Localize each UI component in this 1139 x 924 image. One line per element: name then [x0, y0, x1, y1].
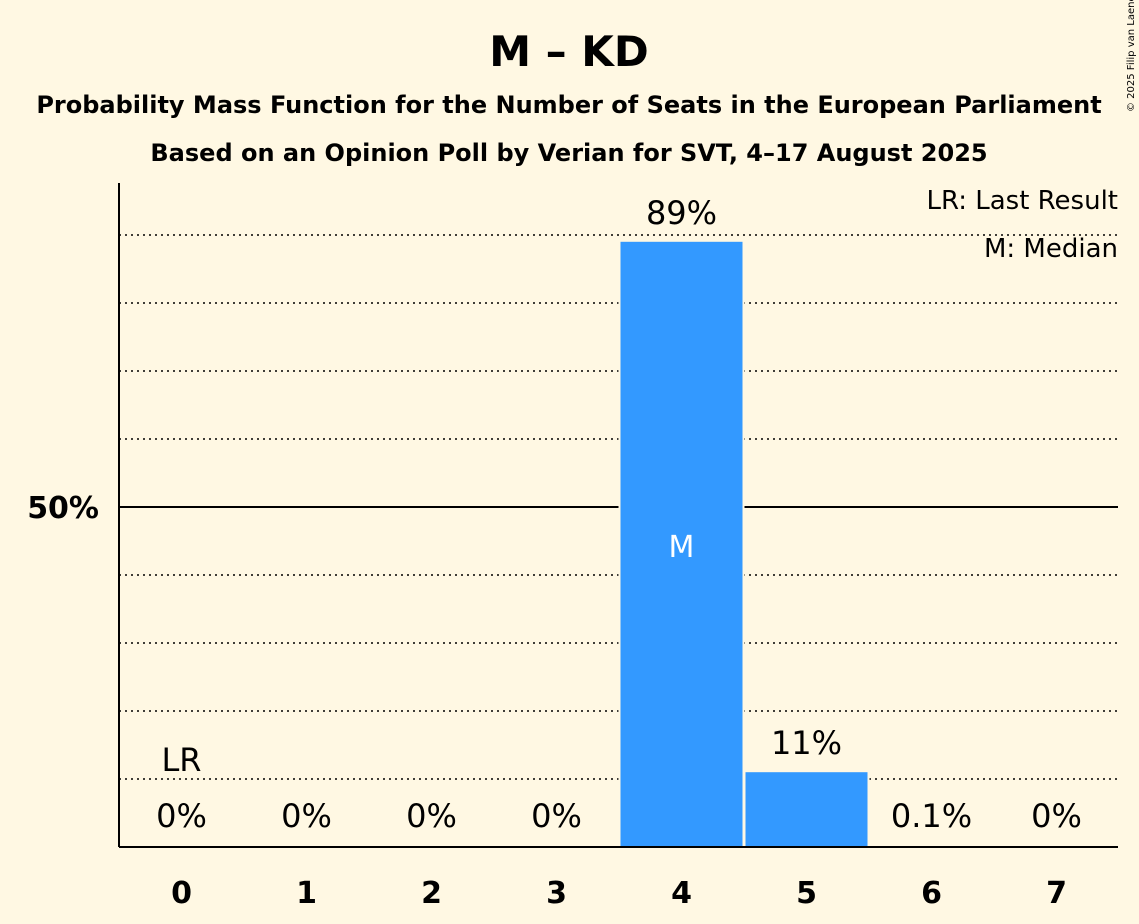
chart-title: M – KD [489, 27, 648, 76]
x-tick-label: 3 [546, 876, 567, 911]
last-result-marker: LR [161, 741, 201, 779]
chart-subtitle-line2: Based on an Opinion Poll by Verian for S… [150, 139, 987, 167]
x-tick-label: 2 [421, 876, 442, 911]
labels: 50% 0 0% LR 1 0% 2 0% 3 0% 4 89% M 5 11% 6 0.1% 7 0% [27, 194, 1082, 911]
data-label: 89% [646, 194, 717, 232]
chart-subtitle-line1: Probability Mass Function for the Number… [36, 91, 1101, 119]
x-tick-label: 5 [796, 876, 817, 911]
bars [118, 183, 1118, 848]
data-label: 0% [1031, 797, 1082, 835]
x-tick-label: 6 [921, 876, 942, 911]
bar-4 [620, 241, 743, 848]
y-tick-label: 50% [27, 491, 99, 526]
legend-last-result: LR: Last Result [926, 186, 1118, 216]
x-tick-label: 1 [296, 876, 317, 911]
data-label: 0% [156, 797, 207, 835]
data-label: 11% [771, 724, 842, 762]
copyright-notice: © 2025 Filip van Laenen [1126, 0, 1137, 112]
data-label: 0% [281, 797, 332, 835]
data-label: 0.1% [891, 797, 972, 835]
median-marker: M [669, 530, 695, 565]
x-tick-label: 7 [1046, 876, 1067, 911]
legend-median: M: Median [984, 234, 1118, 264]
data-label: 0% [406, 797, 457, 835]
bar-5 [745, 772, 868, 847]
x-tick-label: 4 [671, 876, 692, 911]
data-label: 0% [531, 797, 582, 835]
x-tick-label: 0 [171, 876, 192, 911]
